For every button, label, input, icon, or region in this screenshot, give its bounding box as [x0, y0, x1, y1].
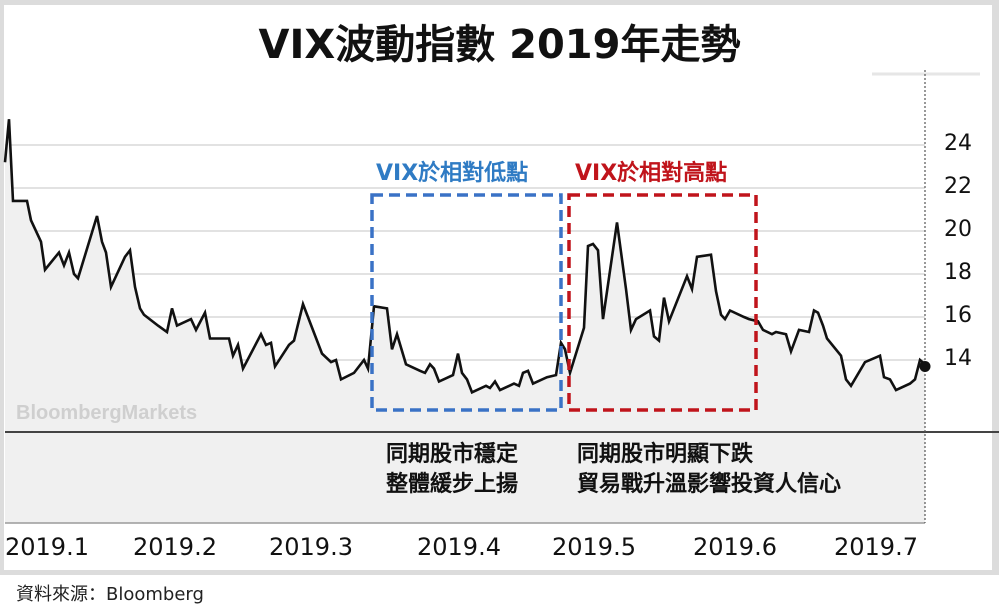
low-box-label: VIX於相對低點	[376, 161, 529, 186]
y-tick: 20	[944, 217, 972, 242]
high-box-label: VIX於相對高點	[575, 161, 728, 186]
high-period-note: 同期股市明顯下跌 貿易戰升溫影響投資人信心	[577, 440, 841, 500]
x-tick: 2019.7	[834, 533, 918, 561]
high-note-line-2: 貿易戰升溫影響投資人信心	[577, 472, 842, 497]
low-period-note: 同期股市穩定 整體緩步上揚	[386, 440, 518, 500]
x-tick: 2019.5	[552, 533, 636, 561]
last-value-marker	[919, 360, 931, 372]
high-highlight-box	[567, 193, 758, 412]
x-tick: 2019.6	[693, 533, 777, 561]
x-tick: 2019.2	[133, 533, 217, 561]
y-tick: 24	[944, 131, 972, 156]
y-tick: 22	[944, 174, 972, 199]
low-highlight-box	[370, 193, 563, 412]
y-tick: 18	[944, 260, 972, 285]
vix-line	[3, 119, 926, 395]
low-note-line-1: 同期股市穩定	[386, 442, 519, 467]
y-tick: 14	[944, 346, 972, 371]
y-tick: 16	[944, 303, 972, 328]
annotation-band	[5, 432, 925, 523]
x-tick: 2019.3	[269, 533, 353, 561]
high-note-line-1: 同期股市明顯下跌	[577, 442, 754, 467]
source-credit: 資料來源：Bloomberg	[16, 584, 204, 605]
chart-title: VIX波動指數 2019年走勢	[258, 22, 741, 68]
x-tick: 2019.4	[417, 533, 501, 561]
watermark: BloombergMarkets	[16, 402, 198, 424]
x-tick: 2019.1	[5, 533, 89, 561]
low-note-line-2: 整體緩步上揚	[386, 472, 519, 497]
